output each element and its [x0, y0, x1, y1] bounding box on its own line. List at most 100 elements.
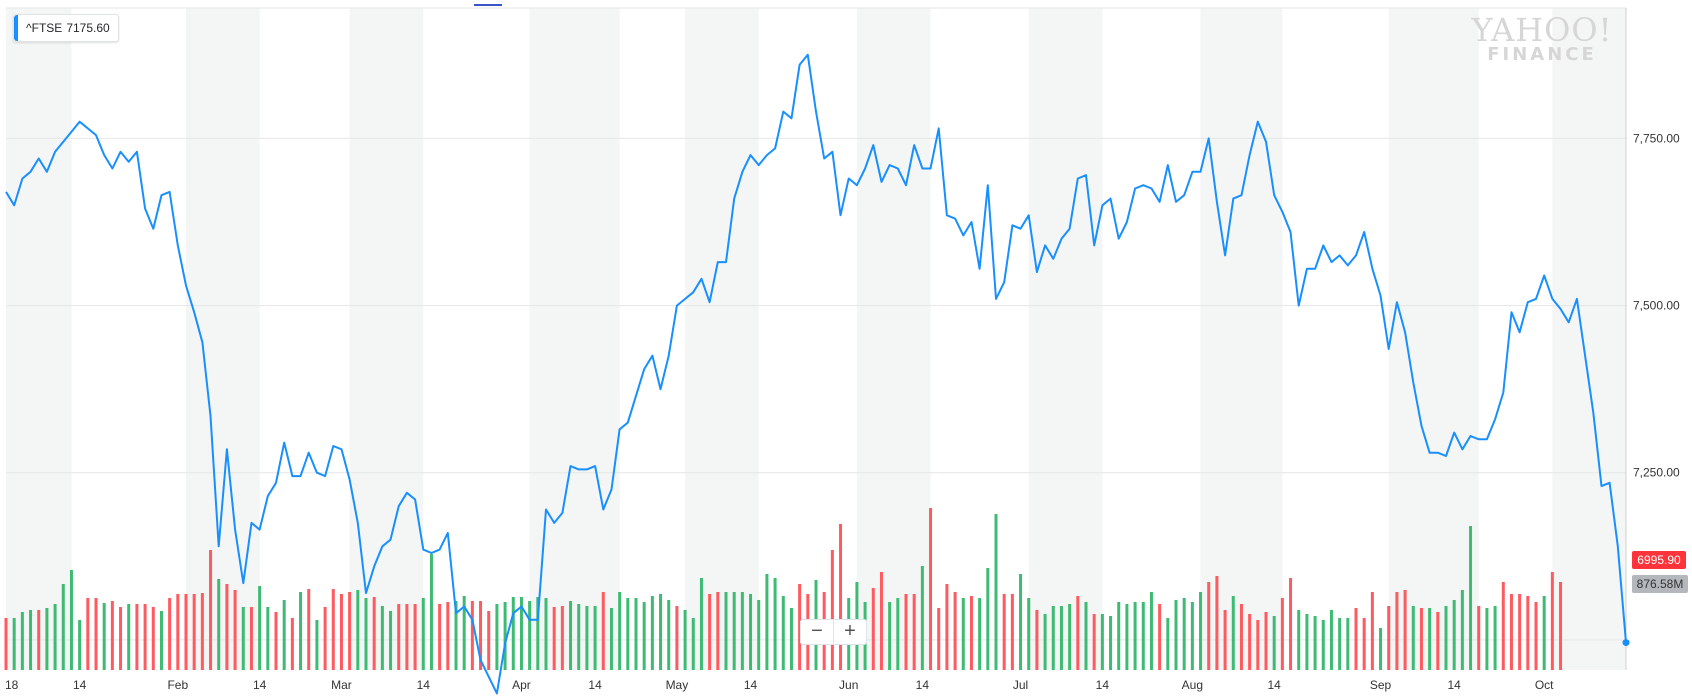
- ticker-symbol: ^FTSE: [26, 21, 63, 35]
- volume-bar: [102, 603, 106, 670]
- volume-bar: [192, 594, 196, 670]
- volume-bar: [1109, 616, 1113, 670]
- volume-bar: [470, 601, 474, 670]
- x-tick-label: 18: [5, 678, 19, 692]
- volume-bar: [896, 598, 900, 670]
- volume-bar: [1280, 598, 1284, 670]
- x-tick-label: 14: [417, 678, 431, 692]
- volume-bar: [1370, 592, 1374, 670]
- volume-bar: [1542, 596, 1546, 670]
- x-tick-label: 14: [1096, 678, 1110, 692]
- volume-bar: [1411, 606, 1415, 670]
- volume-bar: [953, 592, 957, 670]
- volume-bar: [479, 601, 483, 670]
- month-band: [1028, 8, 1103, 670]
- volume-bar: [1068, 604, 1072, 670]
- volume-bar: [650, 596, 654, 670]
- ticker-label[interactable]: ^FTSE 7175.60: [13, 14, 119, 42]
- volume-bar: [405, 604, 409, 670]
- volume-bar: [511, 597, 515, 670]
- volume-bar: [708, 594, 712, 670]
- volume-bar: [904, 594, 908, 670]
- volume-bar: [1387, 606, 1391, 670]
- volume-bar: [1403, 590, 1407, 670]
- volume-bar: [634, 598, 638, 670]
- volume-bar: [274, 612, 278, 670]
- volume-bar: [282, 600, 286, 670]
- month-band: [1200, 8, 1283, 670]
- y-tick-label: 7,750.00: [1633, 131, 1680, 145]
- volume-bar: [937, 608, 941, 670]
- volume-bar: [765, 574, 769, 670]
- volume-bar: [1428, 608, 1432, 670]
- volume-bar: [609, 608, 613, 670]
- volume-bar: [830, 550, 834, 670]
- volume-bar: [1117, 602, 1121, 670]
- last-price-point: [1622, 639, 1630, 647]
- watermark-line1: YAHOO!: [1471, 11, 1613, 49]
- zoom-out-button[interactable]: −: [811, 620, 823, 642]
- volume-bar: [217, 579, 221, 670]
- volume-bar: [143, 604, 147, 670]
- ticker-value: 7175.60: [66, 21, 110, 35]
- volume-bar: [1002, 594, 1006, 670]
- x-tick-label: May: [666, 678, 689, 692]
- volume-bar: [1043, 614, 1047, 670]
- volume-bar: [839, 524, 843, 670]
- volume-bar: [536, 597, 540, 670]
- volume-bar: [569, 601, 573, 670]
- x-tick-label: Jun: [839, 678, 858, 692]
- x-axis: 18 14 Feb 14 Mar 14 Apr 14 May 14 Jun 14 Jul 14 Aug 14 S…: [5, 678, 1554, 692]
- volume-bar: [86, 598, 90, 670]
- volume-bar: [1460, 590, 1464, 670]
- volume-bar: [1035, 610, 1039, 670]
- volume-bar: [626, 598, 630, 670]
- volume-bar: [1174, 600, 1178, 670]
- zoom-in-button[interactable]: +: [833, 620, 866, 644]
- price-series: [5, 53, 1630, 695]
- volume-bar: [438, 604, 442, 670]
- volume-bar: [929, 508, 933, 670]
- x-tick-label: Jul: [1013, 678, 1028, 692]
- volume-bar: [119, 607, 123, 670]
- volume-bar: [1305, 614, 1309, 670]
- volume-bar: [1444, 606, 1448, 670]
- x-tick-label: 14: [1268, 678, 1282, 692]
- volume-bar: [266, 607, 270, 670]
- volume-bar: [233, 590, 237, 670]
- volume-bar: [888, 602, 892, 670]
- month-band: [1552, 8, 1626, 670]
- volume-bar: [945, 584, 949, 670]
- x-tick-label: 14: [1448, 678, 1462, 692]
- volume-bar: [1141, 602, 1145, 670]
- volume-bar: [4, 618, 8, 670]
- volume-bar: [225, 584, 229, 670]
- volume-bar: [168, 598, 172, 670]
- x-tick-label: 14: [744, 678, 758, 692]
- volume-bar: [871, 588, 875, 670]
- volume-bar: [1559, 582, 1563, 670]
- volume-bar: [544, 598, 548, 670]
- volume-bar: [593, 606, 597, 670]
- volume-bar: [331, 589, 335, 670]
- volume-bar: [798, 584, 802, 670]
- volume-bar: [299, 592, 303, 670]
- volume-bar: [339, 594, 343, 670]
- volume-bar: [1125, 604, 1129, 670]
- volume-bar: [969, 596, 973, 670]
- volume-bar: [209, 550, 213, 670]
- volume-bar: [454, 601, 458, 670]
- volume-bar: [487, 611, 491, 670]
- volume-bar: [1076, 596, 1080, 670]
- volume-bar: [1501, 582, 1505, 670]
- volume-bar: [716, 592, 720, 670]
- volume-bar: [577, 604, 581, 670]
- volume-bar: [1084, 602, 1088, 670]
- y-tick-label: 7,500.00: [1633, 299, 1680, 313]
- x-tick-label: Sep: [1370, 678, 1392, 692]
- month-band: [1388, 8, 1479, 670]
- volume-bar: [348, 592, 352, 670]
- volume-bar: [920, 566, 924, 670]
- volume-bar: [675, 606, 679, 670]
